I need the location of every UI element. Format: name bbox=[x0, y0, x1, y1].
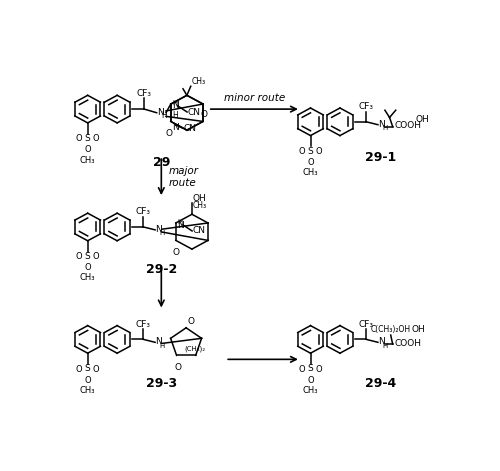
Text: COOH: COOH bbox=[394, 121, 421, 130]
Text: S: S bbox=[308, 147, 314, 156]
Text: O: O bbox=[174, 363, 181, 372]
Text: O: O bbox=[172, 248, 180, 257]
Text: CH₃: CH₃ bbox=[303, 386, 318, 395]
Text: minor route: minor route bbox=[224, 93, 285, 103]
Text: CF₃: CF₃ bbox=[136, 320, 151, 329]
Text: N: N bbox=[172, 101, 179, 110]
Text: S: S bbox=[85, 134, 90, 143]
Text: H: H bbox=[382, 342, 388, 349]
Text: 29-3: 29-3 bbox=[146, 377, 177, 390]
Text: H: H bbox=[172, 111, 178, 120]
Text: O: O bbox=[307, 158, 314, 167]
Text: CF₃: CF₃ bbox=[137, 89, 152, 98]
Text: CH₃: CH₃ bbox=[80, 386, 96, 395]
Text: 29-4: 29-4 bbox=[364, 377, 396, 390]
Text: O: O bbox=[84, 263, 91, 272]
Text: H: H bbox=[382, 125, 388, 131]
Text: N: N bbox=[378, 337, 385, 347]
Text: CN: CN bbox=[188, 107, 201, 116]
Text: CH₃: CH₃ bbox=[80, 155, 96, 164]
Text: 29-2: 29-2 bbox=[146, 263, 177, 276]
Text: CN: CN bbox=[193, 227, 206, 236]
Text: 29-1: 29-1 bbox=[364, 151, 396, 164]
Text: C(CH₃)₂OH: C(CH₃)₂OH bbox=[371, 325, 411, 334]
Text: CH₃: CH₃ bbox=[80, 273, 96, 283]
Text: major
route: major route bbox=[168, 166, 198, 188]
Text: O: O bbox=[93, 252, 100, 261]
Text: N: N bbox=[158, 108, 164, 117]
Text: OH: OH bbox=[412, 325, 425, 334]
Text: O: O bbox=[76, 365, 82, 374]
Text: CF₃: CF₃ bbox=[359, 320, 374, 329]
Text: N: N bbox=[378, 120, 385, 129]
Text: S: S bbox=[85, 365, 90, 374]
Text: N: N bbox=[172, 122, 178, 131]
Text: 29: 29 bbox=[152, 156, 170, 169]
Text: CF₃: CF₃ bbox=[136, 207, 151, 217]
Text: N: N bbox=[156, 337, 162, 347]
Text: O: O bbox=[200, 110, 207, 119]
Text: CH₃: CH₃ bbox=[192, 201, 207, 210]
Text: O: O bbox=[76, 135, 82, 144]
Text: O: O bbox=[84, 376, 91, 385]
Text: CF₃: CF₃ bbox=[359, 102, 374, 111]
Text: H: H bbox=[160, 342, 165, 349]
Text: OH: OH bbox=[416, 115, 430, 124]
Text: O: O bbox=[298, 147, 306, 156]
Text: O: O bbox=[188, 317, 194, 326]
Text: O: O bbox=[316, 365, 322, 374]
Text: COOH: COOH bbox=[394, 339, 421, 348]
Text: O: O bbox=[93, 135, 100, 144]
Text: (CH₃)₂: (CH₃)₂ bbox=[184, 346, 206, 352]
Text: N: N bbox=[178, 220, 184, 230]
Text: H: H bbox=[178, 219, 182, 225]
Text: CN: CN bbox=[184, 124, 197, 133]
Text: S: S bbox=[308, 365, 314, 374]
Text: O: O bbox=[93, 365, 100, 374]
Text: CH₃: CH₃ bbox=[192, 76, 205, 86]
Text: OH: OH bbox=[192, 194, 206, 203]
Text: O: O bbox=[76, 252, 82, 261]
Text: S: S bbox=[85, 252, 90, 261]
Text: O: O bbox=[316, 147, 322, 156]
Text: H: H bbox=[160, 230, 165, 236]
Text: O: O bbox=[84, 146, 91, 154]
Text: H: H bbox=[162, 112, 168, 121]
Text: N: N bbox=[156, 225, 162, 234]
Text: H: H bbox=[172, 100, 178, 106]
Text: O: O bbox=[166, 130, 172, 138]
Text: CH₃: CH₃ bbox=[303, 168, 318, 177]
Text: O: O bbox=[298, 365, 306, 374]
Text: O: O bbox=[307, 376, 314, 385]
